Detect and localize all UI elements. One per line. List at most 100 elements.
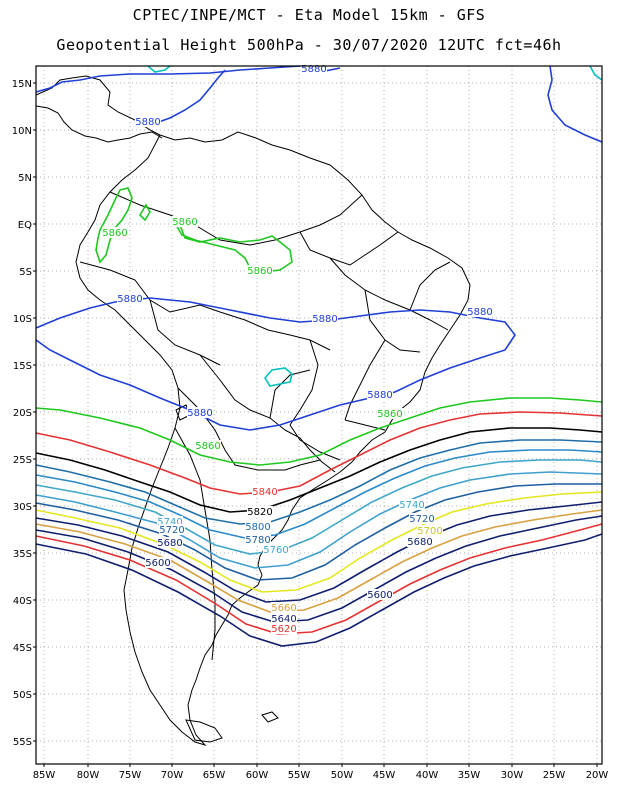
lat-label: 35S — [13, 549, 32, 560]
contour-label: 5880 — [117, 294, 142, 305]
contour-label-bg — [157, 537, 183, 548]
lat-label: EQ — [18, 220, 32, 231]
contour-label: 5720 — [409, 514, 434, 525]
lat-label: 10S — [13, 314, 32, 325]
contour-label-bg — [135, 116, 161, 127]
contour-label: 5880 — [135, 117, 160, 128]
contour-label-bg — [145, 557, 171, 568]
contour-label: 5820 — [247, 507, 272, 518]
contour-5900 — [147, 65, 171, 73]
map-frame — [35, 65, 603, 765]
contour-5740 — [35, 471, 603, 569]
lon-label: 50W — [331, 770, 354, 781]
contour-5880-ne — [547, 65, 603, 143]
lat-label: 5N — [18, 173, 32, 184]
contour-5760 — [35, 459, 603, 555]
contour-label: 5880 — [367, 390, 392, 401]
contour-label-bg — [247, 265, 273, 276]
contour-5840 — [35, 411, 603, 495]
contour-5700 — [35, 491, 603, 593]
contour-label: 5700 — [417, 526, 442, 537]
contour-label-bg — [367, 389, 393, 400]
contour-5860 — [138, 203, 151, 222]
contour-label-bg — [102, 227, 128, 238]
contour-label: 5600 — [145, 558, 170, 569]
lat-lon-grid — [36, 66, 602, 764]
lat-label: 30S — [13, 502, 32, 513]
coastline — [35, 75, 471, 746]
lat-label: 40S — [13, 596, 32, 607]
lon-label: 75W — [119, 770, 142, 781]
contour-5640 — [35, 515, 603, 623]
contour-5720 — [35, 483, 602, 581]
contour-5860 — [175, 217, 293, 273]
contour-label-bg — [301, 63, 327, 74]
contour-label: 5860 — [377, 409, 402, 420]
contour-label: 5780 — [245, 535, 270, 546]
contour-5860 — [35, 397, 603, 466]
lat-label: 5S — [19, 267, 32, 278]
contour-5860 — [95, 187, 133, 264]
lon-label: 45W — [373, 770, 396, 781]
lat-label: 50S — [13, 690, 32, 701]
contour-label-bg — [117, 293, 143, 304]
contour-label-bg — [367, 589, 393, 600]
contour-5880-north — [149, 69, 226, 126]
lat-label: 55S — [13, 737, 32, 748]
contour-label-bg — [271, 623, 297, 634]
contour-label: 5660 — [271, 603, 296, 614]
lon-label: 70W — [161, 770, 184, 781]
lat-label: 45S — [13, 643, 32, 654]
lon-label: 55W — [288, 770, 311, 781]
contour-label: 5620 — [271, 624, 296, 635]
contour-label-bg — [377, 408, 403, 419]
contour-5880-south — [35, 297, 516, 431]
lon-label: 25W — [543, 770, 566, 781]
lat-label: 25S — [13, 455, 32, 466]
lon-label: 65W — [203, 770, 226, 781]
contour-lines — [35, 65, 603, 647]
contour-label-bg — [245, 521, 271, 532]
contour-label: 5800 — [245, 522, 270, 533]
lon-label: 80W — [77, 770, 100, 781]
map-title-line2: Geopotential Height 500hPa - 30/07/2020 … — [56, 36, 562, 54]
contour-label: 5860 — [247, 266, 272, 277]
contour-label-bg — [245, 534, 271, 545]
lon-label: 35W — [458, 770, 481, 781]
contour-label-bg — [252, 486, 278, 497]
contour-label: 5720 — [159, 525, 184, 536]
contour-label-bg — [467, 306, 493, 317]
contour-label: 5760 — [263, 545, 288, 556]
contour-label-bg — [271, 613, 297, 624]
contour-label-bg — [409, 513, 435, 524]
contour-label: 5680 — [407, 537, 432, 548]
contour-label: 5880 — [187, 408, 212, 419]
lat-label: 15S — [13, 361, 32, 372]
contour-label: 5860 — [102, 228, 127, 239]
contour-5660 — [35, 509, 603, 613]
map-title-line1: CPTEC/INPE/MCT - Eta Model 15km - GFS — [132, 6, 486, 24]
lon-label: 30W — [501, 770, 524, 781]
contour-label-bg — [172, 216, 198, 227]
contour-label: 5860 — [195, 441, 220, 452]
contour-label: 5880 — [312, 314, 337, 325]
contour-label: 5880 — [301, 64, 326, 75]
lon-label: 40W — [416, 770, 439, 781]
contour-label-bg — [271, 602, 297, 613]
contour-label: 5840 — [252, 487, 277, 498]
contour-label: 5880 — [467, 307, 492, 318]
contour-label: 5600 — [367, 590, 392, 601]
lat-label: 15N — [12, 79, 32, 90]
contour-label-bg — [195, 440, 221, 451]
contour-label-bg — [417, 525, 443, 536]
contour-label-bg — [312, 313, 338, 324]
contour-5780 — [35, 449, 603, 539]
contour-5620 — [35, 523, 603, 635]
contour-5880-north — [35, 65, 301, 93]
longitude-labels: 85W 80W 75W 70W 65W 60W 55W 50W 45W 40W 35W 30W 25W 2… — [33, 764, 608, 781]
contour-5800 — [35, 439, 603, 525]
lon-label: 85W — [33, 770, 56, 781]
lon-label: 60W — [246, 770, 269, 781]
lat-label: 10N — [12, 126, 32, 137]
